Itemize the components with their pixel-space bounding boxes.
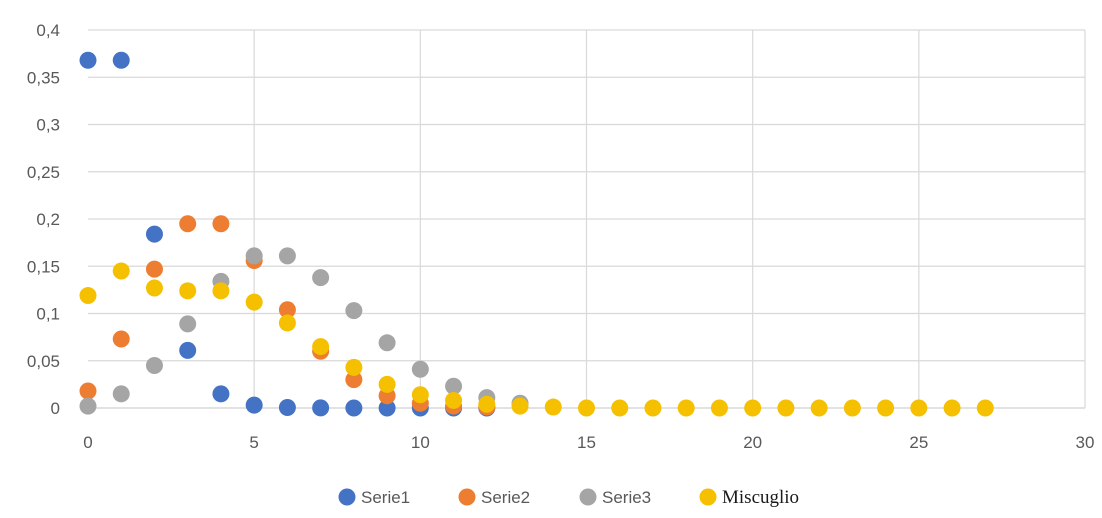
data-point [544, 398, 562, 416]
data-point [843, 399, 861, 417]
data-point [378, 375, 396, 393]
data-point [212, 282, 230, 300]
data-point [79, 397, 97, 415]
data-point [710, 399, 728, 417]
y-tick-label: 0,25 [27, 163, 60, 182]
data-point [877, 399, 895, 417]
series-serie1 [79, 51, 496, 417]
data-point [445, 391, 463, 409]
y-tick-label: 0,2 [36, 210, 60, 229]
data-point [112, 330, 130, 348]
y-tick-label: 0,15 [27, 257, 60, 276]
legend-label: Serie1 [361, 488, 410, 507]
legend-marker [458, 488, 476, 506]
data-point [810, 399, 828, 417]
y-tick-label: 0,05 [27, 352, 60, 371]
data-point [478, 395, 496, 413]
data-point [644, 399, 662, 417]
data-point [145, 279, 163, 297]
data-point [345, 371, 363, 389]
data-point [112, 51, 130, 69]
series-miscuglio [79, 262, 994, 417]
data-point [312, 399, 330, 417]
legend-marker [338, 488, 356, 506]
data-point [378, 399, 396, 417]
data-point [278, 314, 296, 332]
data-point [79, 287, 97, 305]
data-point [378, 334, 396, 352]
legend-label: Serie2 [481, 488, 530, 507]
grid-lines [88, 29, 1086, 409]
data-point [345, 399, 363, 417]
data-point [976, 399, 994, 417]
x-tick-label: 5 [249, 433, 258, 452]
data-point [79, 382, 97, 400]
data-point [511, 397, 529, 415]
data-point [278, 399, 296, 417]
legend: Serie1 Serie2 Serie3 Miscuglio [338, 487, 799, 508]
legend-marker [579, 488, 597, 506]
legend-label: Miscuglio [722, 487, 799, 508]
x-axis-tick-labels: 0 5 10 15 20 25 30 [83, 433, 1094, 452]
data-point [145, 225, 163, 243]
data-point [145, 260, 163, 278]
data-point [312, 338, 330, 356]
data-point [744, 399, 762, 417]
y-tick-label: 0,3 [36, 116, 60, 135]
data-point [411, 360, 429, 378]
x-tick-label: 30 [1076, 433, 1095, 452]
data-point [212, 385, 230, 403]
data-point [112, 262, 130, 280]
data-point [245, 247, 263, 265]
y-tick-label: 0 [51, 399, 60, 418]
data-point [611, 399, 629, 417]
data-point [179, 315, 197, 333]
data-point [278, 301, 296, 319]
data-point [411, 386, 429, 404]
data-point [79, 51, 97, 69]
data-point [777, 399, 795, 417]
x-tick-label: 0 [83, 433, 92, 452]
data-point [345, 358, 363, 376]
data-point [910, 399, 928, 417]
data-point [179, 341, 197, 359]
x-tick-label: 15 [577, 433, 596, 452]
data-point [212, 215, 230, 233]
legend-marker [699, 488, 717, 506]
data-point [245, 396, 263, 414]
data-point [112, 385, 130, 403]
y-tick-label: 0,35 [27, 68, 60, 87]
data-point [278, 247, 296, 265]
x-tick-label: 25 [909, 433, 928, 452]
y-tick-label: 0,1 [36, 305, 60, 324]
data-point [677, 399, 695, 417]
data-point [179, 282, 197, 300]
data-points [79, 51, 994, 417]
x-tick-label: 20 [743, 433, 762, 452]
legend-label: Serie3 [602, 488, 651, 507]
data-point [179, 215, 197, 233]
data-point [578, 399, 595, 417]
data-point [145, 356, 163, 374]
data-point [943, 399, 961, 417]
y-tick-label: 0,4 [36, 21, 60, 40]
x-tick-label: 10 [411, 433, 430, 452]
data-point [312, 269, 330, 287]
data-point [345, 302, 363, 320]
data-point [245, 293, 263, 311]
y-axis-tick-labels: 0 0,05 0,1 0,15 0,2 0,25 0,3 0,35 0,4 [27, 21, 60, 418]
data-point [445, 377, 463, 395]
